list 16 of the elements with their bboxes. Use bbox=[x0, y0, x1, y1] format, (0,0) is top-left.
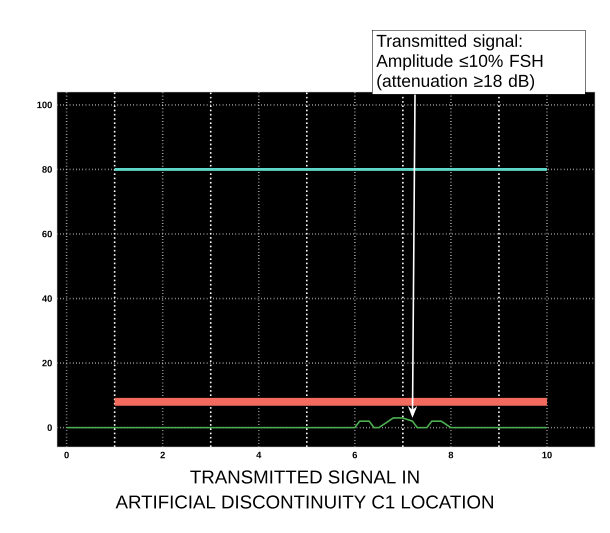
x-tick-label: 0 bbox=[64, 452, 69, 458]
y-tick-label: 80 bbox=[42, 166, 52, 173]
y-tick-label: 60 bbox=[42, 230, 52, 238]
text: ARTIFICIAL DISCONTINUITY C1 LOCATION bbox=[116, 495, 493, 509]
line-series bbox=[66, 417, 548, 428]
x-tick-label: 2 bbox=[160, 452, 165, 458]
x-tick-label: 10 bbox=[542, 452, 552, 458]
y-tick-label: 100 bbox=[37, 102, 52, 108]
annotation: Transmitted signal: Amplitude ≤10% FSH (attenuation ≥18 dB) bbox=[376, 34, 542, 90]
x-tick-label: 6 bbox=[352, 452, 358, 458]
x-tick-label: 8 bbox=[448, 452, 454, 458]
text: TRANSMITTED SIGNAL IN bbox=[190, 470, 419, 484]
x-tick-label: 4 bbox=[256, 452, 262, 458]
y-tick-label: 0 bbox=[47, 424, 52, 431]
y-tick-label: 20 bbox=[42, 360, 52, 366]
y-tick-label: 40 bbox=[42, 295, 52, 302]
